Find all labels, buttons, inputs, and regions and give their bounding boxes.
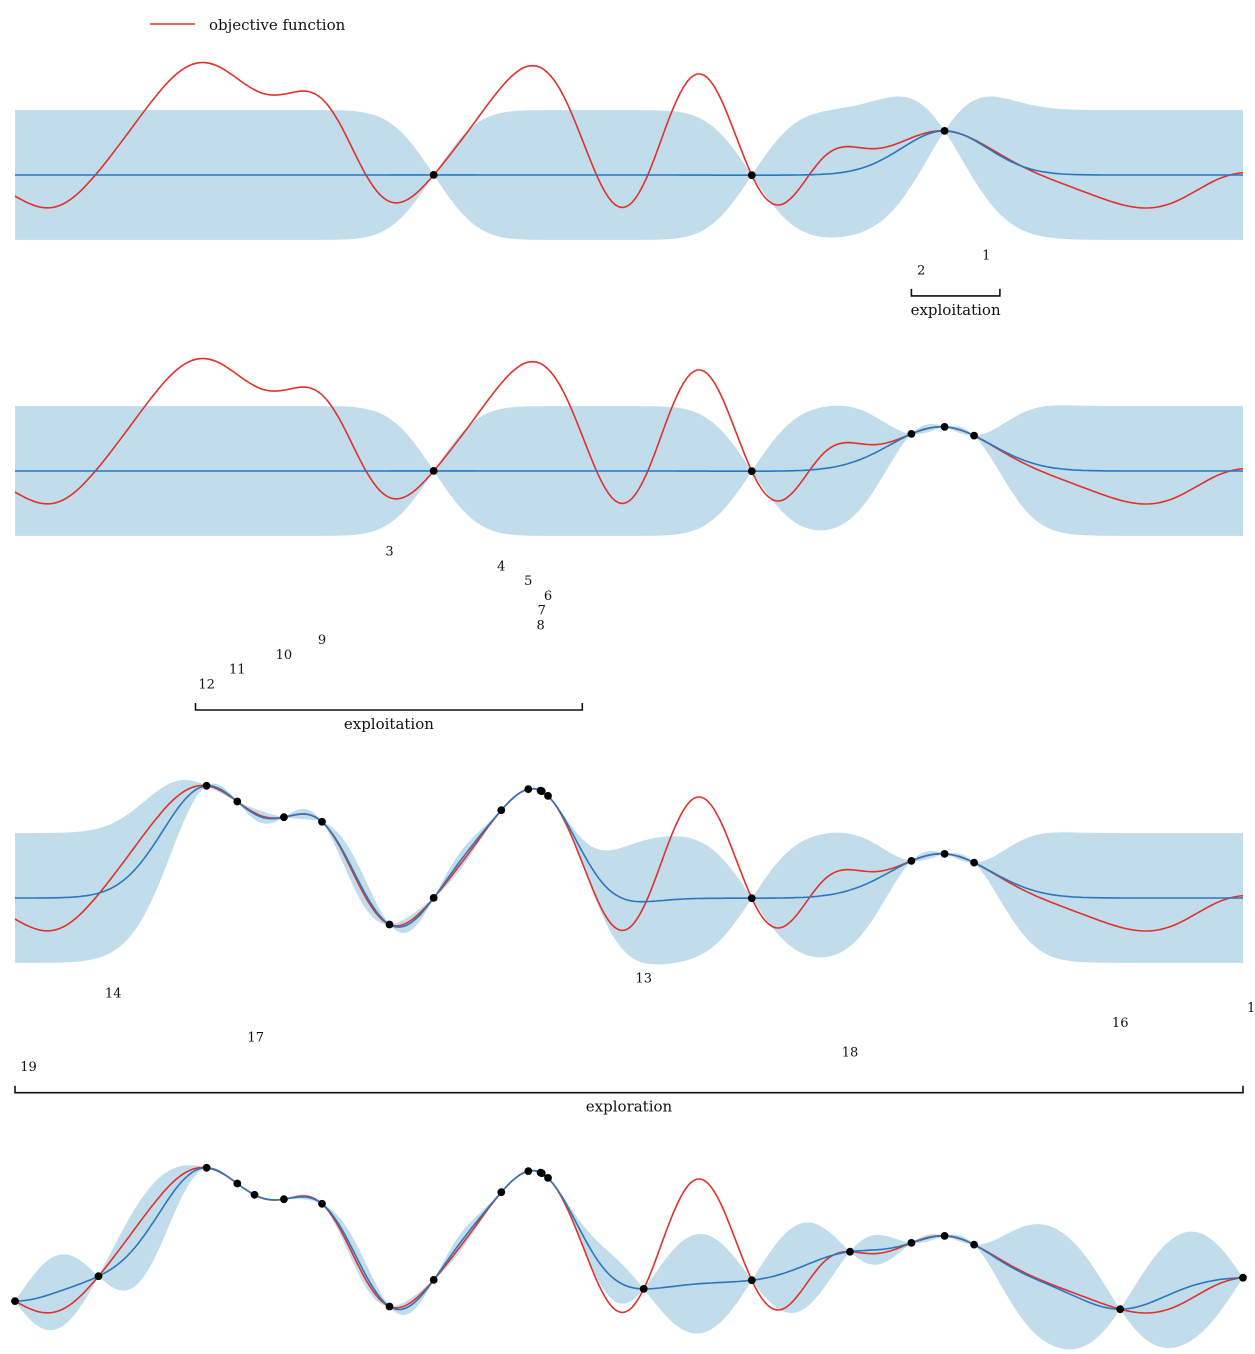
observation-point xyxy=(385,920,394,929)
observation-point xyxy=(537,787,546,796)
observation-point xyxy=(1239,1273,1247,1282)
credible-band xyxy=(15,779,1243,965)
observation-point xyxy=(940,1232,949,1240)
observation-point xyxy=(747,1276,756,1285)
step-label: 15 xyxy=(1247,1001,1255,1016)
bracket xyxy=(194,703,584,711)
step-label: 17 xyxy=(247,1031,264,1046)
observation-point xyxy=(429,467,438,475)
bracket xyxy=(14,1085,1244,1094)
posterior-mean-line xyxy=(14,1166,1244,1311)
step-label: 14 xyxy=(105,986,122,1001)
legend-label: objective function xyxy=(209,16,346,34)
step-label: 12 xyxy=(198,677,215,692)
objective-function-line xyxy=(14,784,1244,932)
step-label: 8 xyxy=(536,618,544,633)
posterior-mean-line xyxy=(15,130,1243,176)
bracket-label: exploitation xyxy=(911,301,1001,319)
observation-point xyxy=(940,423,949,431)
observation-point xyxy=(318,817,326,826)
bracket-label: exploration xyxy=(586,1098,673,1116)
observation-point xyxy=(250,1190,259,1199)
panel-4 xyxy=(11,1163,1247,1350)
observation-point xyxy=(318,1199,326,1208)
credible-band xyxy=(15,1165,1243,1350)
observation-point xyxy=(280,1195,288,1204)
observation-point xyxy=(907,430,916,438)
observation-point xyxy=(907,1239,916,1247)
observation-point xyxy=(11,1297,19,1305)
observation-point xyxy=(202,781,211,790)
step-label: 9 xyxy=(318,633,326,648)
observation-point xyxy=(846,1247,854,1256)
observation-point xyxy=(544,792,552,800)
observation-point xyxy=(1116,1305,1125,1314)
observation-point xyxy=(202,1163,211,1172)
observation-point xyxy=(747,467,756,476)
step-label: 19 xyxy=(20,1060,37,1075)
posterior-mean-line xyxy=(15,426,1243,472)
observation-point xyxy=(970,858,978,867)
observation-point xyxy=(233,797,242,806)
bracket xyxy=(910,288,1001,297)
observation-point xyxy=(280,813,288,822)
observation-point xyxy=(537,1169,546,1178)
observation-point xyxy=(429,171,438,179)
posterior-mean-line xyxy=(15,785,1243,928)
panel-3: 13 14 15 16 17 18 19 exploration xyxy=(14,779,1255,1116)
step-label: 1 xyxy=(982,249,990,264)
bracket-label: exploitation xyxy=(344,715,434,733)
observation-point xyxy=(524,1167,533,1175)
observation-point xyxy=(970,1240,978,1249)
step-label: 3 xyxy=(385,545,393,560)
step-label: 7 xyxy=(538,604,546,619)
step-label: 4 xyxy=(497,559,505,574)
panel-1: 1 2 exploitation xyxy=(14,61,1244,319)
objective-function-line xyxy=(14,357,1244,505)
observation-point xyxy=(497,1188,506,1197)
observation-point xyxy=(747,894,756,903)
observation-point xyxy=(429,1276,438,1284)
step-label: 13 xyxy=(635,972,652,987)
observation-point xyxy=(544,1174,552,1182)
observation-point xyxy=(907,857,916,865)
credible-band xyxy=(15,96,1243,240)
step-label: 16 xyxy=(1112,1016,1129,1031)
observation-point xyxy=(94,1272,103,1281)
observation-point xyxy=(970,431,978,440)
step-label: 5 xyxy=(524,574,532,589)
observation-point xyxy=(940,126,949,135)
observation-point xyxy=(747,171,756,180)
observation-point xyxy=(639,1285,648,1293)
step-label: 18 xyxy=(842,1045,859,1060)
observation-point xyxy=(385,1302,394,1311)
step-label: 10 xyxy=(276,648,293,663)
observation-point xyxy=(497,806,506,815)
observation-point xyxy=(524,785,533,793)
legend: objective function xyxy=(150,16,346,34)
observation-point xyxy=(940,850,949,858)
panels: 12exploitation3456789101112exploitation1… xyxy=(11,61,1255,1350)
step-label: 11 xyxy=(229,663,246,678)
observation-point xyxy=(233,1179,242,1188)
step-label: 2 xyxy=(917,263,925,278)
objective-function-line xyxy=(14,61,1244,209)
observation-point xyxy=(429,894,438,902)
step-label: 6 xyxy=(544,589,552,604)
